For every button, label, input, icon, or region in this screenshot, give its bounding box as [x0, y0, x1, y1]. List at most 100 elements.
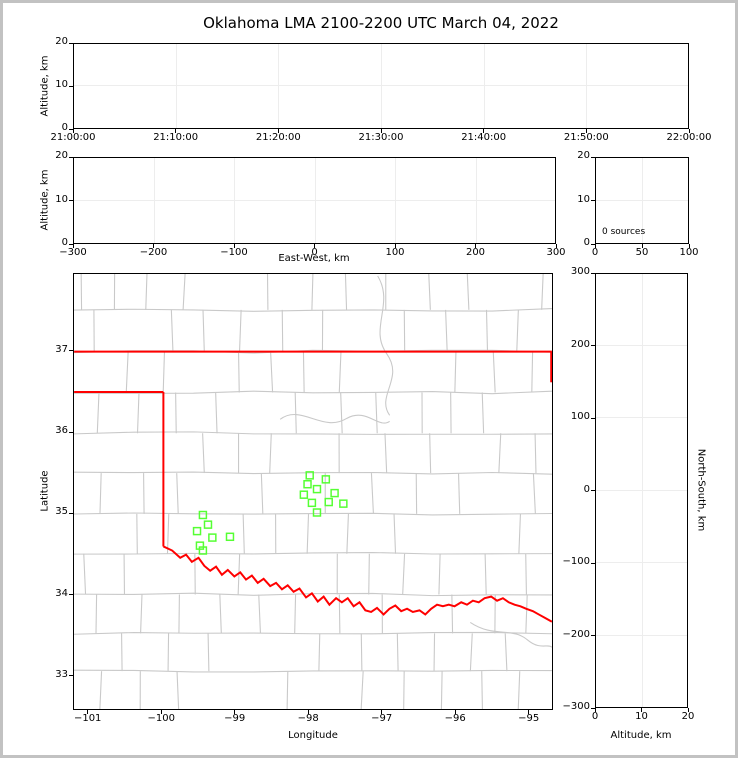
x-tick-label: 0 — [591, 247, 599, 258]
x-tick-mark — [234, 710, 236, 714]
x-tick-label: 21:30:00 — [358, 132, 404, 143]
horizontal-gridline — [596, 199, 688, 201]
vhf-source-marker — [299, 490, 309, 499]
y-tick-mark — [69, 128, 73, 130]
vhf-source-marker — [305, 471, 314, 480]
horizontal-gridline — [74, 199, 555, 201]
x-tick-label: −101 — [73, 713, 102, 724]
panel-height-north-south — [595, 273, 688, 708]
vhf-source-marker — [312, 508, 322, 517]
x-tick-label: 21:00:00 — [50, 132, 96, 143]
vertical-gridline — [475, 158, 477, 243]
y-tick-mark — [591, 200, 595, 201]
vertical-gridline — [175, 44, 177, 128]
oklahoma-state-border — [74, 350, 552, 623]
axis-label-north-south: North-South, km — [695, 448, 707, 532]
vhf-source-marker — [339, 499, 348, 508]
vhf-source-marker — [192, 526, 202, 536]
x-tick-label: 100 — [679, 247, 699, 258]
x-tick-label: −97 — [371, 713, 393, 724]
y-tick-label: 20 — [55, 150, 68, 161]
x-tick-mark — [528, 710, 530, 714]
x-tick-mark — [688, 129, 690, 133]
x-tick-mark — [380, 129, 382, 133]
y-tick-mark — [591, 272, 595, 274]
y-tick-label: 35 — [55, 506, 68, 518]
x-tick-label: −100 — [220, 247, 248, 258]
vhf-source-marker — [321, 475, 331, 484]
oklahoma-county-map — [74, 274, 552, 709]
horizontal-gridline — [596, 562, 687, 563]
x-tick-mark — [153, 244, 154, 248]
x-tick-mark — [594, 244, 596, 248]
river-lines — [279, 275, 552, 648]
vertical-gridline — [234, 158, 235, 243]
vertical-gridline — [381, 44, 382, 128]
y-tick-label: −100 — [562, 556, 590, 567]
x-tick-mark — [72, 129, 74, 133]
x-tick-mark — [175, 129, 177, 133]
horizontal-gridline — [596, 489, 687, 491]
y-tick-mark — [69, 350, 73, 352]
axis-label-latitude: Latitude — [39, 470, 51, 512]
horizontal-gridline — [596, 417, 687, 418]
panel-plan-view-map — [73, 273, 553, 710]
y-tick-mark — [69, 594, 73, 596]
x-tick-label: 0 — [311, 247, 318, 258]
vertical-gridline — [278, 44, 280, 128]
horizontal-gridline — [596, 344, 687, 346]
y-tick-label: −300 — [562, 701, 590, 712]
x-tick-label: 100 — [385, 247, 405, 258]
y-tick-label: 200 — [570, 338, 590, 350]
x-tick-mark — [394, 244, 396, 248]
y-tick-label: 0 — [61, 237, 68, 248]
x-tick-mark — [483, 129, 485, 133]
y-tick-label: 100 — [570, 411, 590, 422]
x-tick-mark — [687, 708, 689, 712]
y-tick-label: 36 — [55, 425, 68, 437]
vertical-gridline — [586, 44, 588, 128]
x-tick-label: 21:50:00 — [563, 132, 609, 143]
x-tick-label: 20 — [681, 711, 695, 722]
vhf-source-marker — [303, 480, 312, 489]
y-tick-mark — [591, 635, 595, 636]
y-tick-mark — [69, 512, 73, 514]
panel-altitude-source-histogram — [595, 157, 689, 244]
x-tick-mark — [475, 244, 476, 248]
y-tick-label: 10 — [55, 193, 68, 205]
y-tick-mark — [69, 200, 73, 201]
vertical-gridline — [483, 44, 485, 128]
y-tick-label: 0 — [583, 483, 590, 495]
y-tick-mark — [591, 156, 595, 158]
x-tick-label: −95 — [518, 713, 540, 724]
y-tick-label: 33 — [55, 668, 68, 680]
y-tick-label: 0 — [61, 122, 68, 133]
vhf-source-marker — [198, 546, 208, 555]
vertical-gridline — [395, 158, 396, 243]
vertical-gridline — [641, 274, 643, 707]
y-tick-mark — [69, 431, 73, 433]
axis-label-altitude-right: Altitude, km — [610, 730, 672, 741]
y-tick-label: 10 — [55, 79, 68, 90]
vhf-source-marker — [307, 498, 317, 508]
axis-label-longitude: Longitude — [288, 730, 338, 741]
x-tick-mark — [233, 244, 235, 248]
vertical-gridline — [153, 158, 155, 243]
x-tick-mark — [87, 710, 89, 714]
y-tick-mark — [69, 85, 73, 87]
x-tick-mark — [555, 244, 557, 248]
figure-title: Oklahoma LMA 2100-2200 UTC March 04, 202… — [203, 14, 559, 32]
panel-east-west-height — [73, 157, 556, 244]
x-tick-mark — [688, 244, 690, 248]
x-tick-mark — [594, 708, 596, 712]
y-tick-label: −200 — [562, 628, 590, 640]
x-tick-mark — [307, 710, 309, 714]
y-tick-mark — [69, 675, 73, 677]
x-tick-mark — [314, 244, 315, 248]
horizontal-gridline — [74, 85, 688, 86]
horizontal-gridline — [596, 634, 687, 636]
x-tick-label: 21:20:00 — [255, 132, 301, 143]
panel-time-height — [73, 43, 689, 129]
x-tick-label: 200 — [465, 247, 486, 258]
